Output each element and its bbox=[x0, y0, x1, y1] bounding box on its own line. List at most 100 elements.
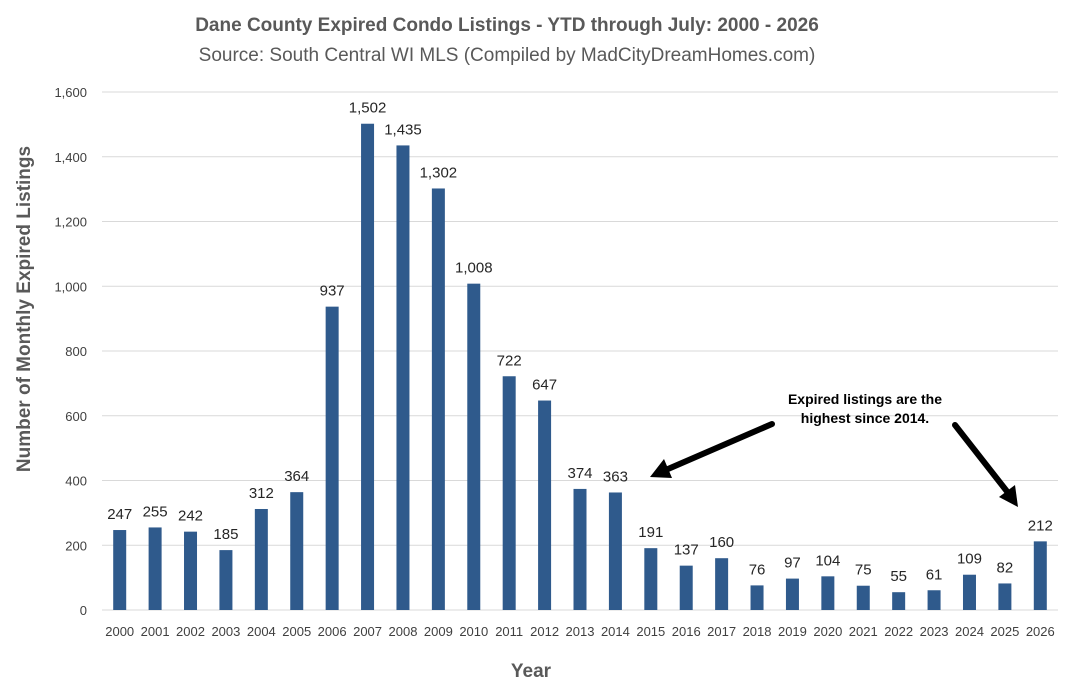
data-label-2006: 937 bbox=[320, 283, 345, 300]
data-label-2010: 1,008 bbox=[455, 260, 493, 277]
data-label-2015: 191 bbox=[638, 524, 663, 541]
annotation-line-2: highest since 2014. bbox=[801, 410, 929, 426]
data-label-2022: 55 bbox=[890, 568, 907, 585]
data-label-2016: 137 bbox=[674, 542, 699, 559]
x-tick-label: 2005 bbox=[282, 624, 311, 639]
bar-2016 bbox=[679, 565, 693, 610]
bar-2025 bbox=[998, 583, 1012, 610]
x-tick-label: 2022 bbox=[884, 624, 913, 639]
bar-2005 bbox=[290, 492, 304, 610]
data-label-2018: 76 bbox=[749, 561, 766, 578]
x-tick-label: 2007 bbox=[353, 624, 382, 639]
data-labels: 247 255 242 185 312 364 937 1,502 1,435 1,302 1,00… bbox=[107, 100, 1053, 585]
annotation-line-1: Expired listings are the bbox=[788, 391, 942, 407]
bars bbox=[113, 123, 1047, 611]
x-tick-label: 2013 bbox=[566, 624, 595, 639]
bar-2020 bbox=[821, 576, 835, 610]
data-label-2020: 104 bbox=[815, 552, 840, 569]
data-label-2024: 109 bbox=[957, 551, 982, 568]
chart-title: Dane County Expired Condo Listings - YTD… bbox=[195, 15, 819, 36]
data-label-2025: 82 bbox=[997, 559, 1014, 576]
x-tick-label: 2025 bbox=[990, 624, 1019, 639]
data-label-2001: 255 bbox=[143, 503, 168, 520]
x-tick-label: 2017 bbox=[707, 624, 736, 639]
x-tick-label: 2008 bbox=[389, 624, 418, 639]
annotation: Expired listings are the highest since 2… bbox=[650, 391, 1018, 507]
x-tick-label: 2019 bbox=[778, 624, 807, 639]
x-tick-label: 2004 bbox=[247, 624, 276, 639]
y-tick-label: 400 bbox=[65, 474, 87, 489]
x-tick-label: 2020 bbox=[813, 624, 842, 639]
bar-2024 bbox=[962, 574, 976, 610]
annotation-arrow-left bbox=[665, 421, 775, 472]
x-tick-label: 2018 bbox=[743, 624, 772, 639]
bar-2026 bbox=[1033, 541, 1047, 610]
annotation-arrowhead-left bbox=[650, 459, 672, 478]
x-tick-label: 2016 bbox=[672, 624, 701, 639]
bar-2000 bbox=[113, 530, 127, 610]
x-tick-label: 2009 bbox=[424, 624, 453, 639]
bar-2014 bbox=[608, 492, 622, 610]
bar-2010 bbox=[467, 283, 481, 610]
bar-2021 bbox=[856, 585, 870, 610]
data-label-2003: 185 bbox=[213, 526, 238, 543]
x-tick-label: 2024 bbox=[955, 624, 984, 639]
x-tick-label: 2026 bbox=[1026, 624, 1055, 639]
data-label-2026: 212 bbox=[1028, 517, 1053, 534]
x-tick-label: 2012 bbox=[530, 624, 559, 639]
bar-2002 bbox=[184, 531, 198, 610]
bar-2017 bbox=[715, 558, 729, 610]
data-label-2012: 647 bbox=[532, 377, 557, 394]
x-axis-title: Year bbox=[511, 661, 552, 682]
bar-2006 bbox=[325, 306, 339, 610]
data-label-2002: 242 bbox=[178, 508, 203, 525]
x-axis-ticks: 2000 2001 2002 2003 2004 2005 2006 2007 2008 2009… bbox=[105, 624, 1055, 639]
bar-2007 bbox=[361, 123, 375, 610]
bar-2022 bbox=[892, 592, 906, 610]
bar-2008 bbox=[396, 145, 410, 610]
data-label-2013: 374 bbox=[567, 465, 592, 482]
y-tick-label: 800 bbox=[65, 344, 87, 359]
data-label-2019: 97 bbox=[784, 555, 801, 572]
bar-2018 bbox=[750, 585, 764, 610]
y-tick-label: 600 bbox=[65, 409, 87, 424]
x-tick-label: 2001 bbox=[141, 624, 170, 639]
data-label-2005: 364 bbox=[284, 468, 309, 485]
x-tick-label: 2002 bbox=[176, 624, 205, 639]
x-tick-label: 2023 bbox=[920, 624, 949, 639]
y-tick-label: 0 bbox=[80, 603, 87, 618]
data-label-2007: 1,502 bbox=[349, 100, 387, 117]
x-tick-label: 2006 bbox=[318, 624, 347, 639]
y-tick-label: 1,400 bbox=[54, 150, 87, 165]
bar-2013 bbox=[573, 488, 587, 610]
bar-2015 bbox=[644, 548, 658, 610]
y-tick-label: 200 bbox=[65, 538, 87, 553]
bar-2004 bbox=[254, 508, 268, 610]
x-tick-label: 2015 bbox=[636, 624, 665, 639]
chart-subtitle: Source: South Central WI MLS (Compiled b… bbox=[199, 45, 816, 66]
y-tick-label: 1,600 bbox=[54, 85, 87, 100]
bar-2011 bbox=[502, 376, 516, 610]
y-axis-ticks: 0 200 400 600 800 1,000 1,200 1,400 1,600 bbox=[54, 85, 87, 618]
data-label-2021: 75 bbox=[855, 562, 872, 579]
bar-2012 bbox=[538, 400, 552, 610]
data-label-2011: 722 bbox=[497, 352, 522, 369]
bar-2009 bbox=[431, 188, 445, 611]
data-label-2017: 160 bbox=[709, 534, 734, 551]
x-tick-label: 2021 bbox=[849, 624, 878, 639]
data-label-2023: 61 bbox=[926, 566, 943, 583]
y-axis-title: Number of Monthly Expired Listings bbox=[14, 146, 35, 472]
y-tick-label: 1,200 bbox=[54, 215, 87, 230]
x-tick-label: 2003 bbox=[211, 624, 240, 639]
x-tick-label: 2011 bbox=[495, 624, 523, 639]
data-label-2004: 312 bbox=[249, 485, 274, 502]
bar-2023 bbox=[927, 590, 941, 610]
x-tick-label: 2010 bbox=[459, 624, 488, 639]
data-label-2009: 1,302 bbox=[420, 164, 458, 181]
bar-2019 bbox=[785, 578, 799, 610]
bar-2003 bbox=[219, 550, 233, 610]
data-label-2008: 1,435 bbox=[384, 121, 422, 138]
y-tick-label: 1,000 bbox=[54, 279, 87, 294]
bar-2001 bbox=[148, 527, 162, 610]
